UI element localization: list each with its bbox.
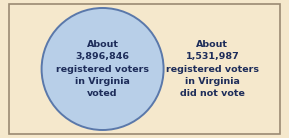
Text: About
1,531,987
registered voters
in Virginia
did not vote: About 1,531,987 registered voters in Vir…	[166, 40, 259, 98]
Ellipse shape	[42, 8, 164, 130]
Text: About
3,896,846
registered voters
in Virginia
voted: About 3,896,846 registered voters in Vir…	[56, 40, 149, 98]
